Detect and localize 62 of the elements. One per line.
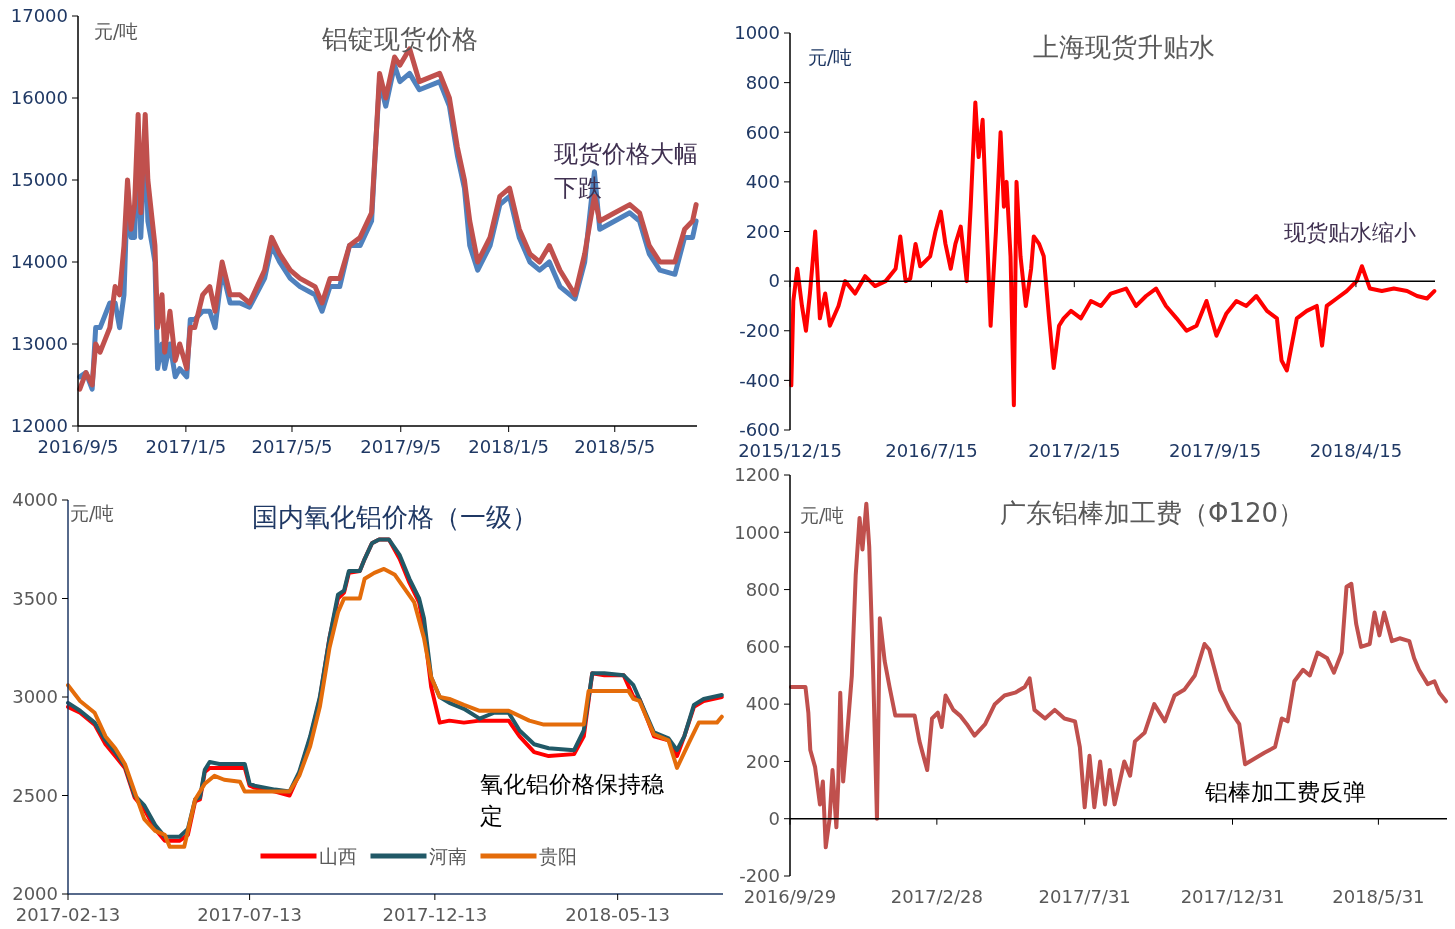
legend-label: 河南 [428, 845, 467, 867]
y-tick-label: 600 [745, 121, 780, 143]
chart-title: 铝锭现货价格 [321, 24, 478, 54]
y-tick-label: 200 [745, 750, 780, 772]
legend-label: 山西 [318, 845, 357, 867]
y-tick-label: -400 [739, 369, 780, 391]
x-tick-label: 2017/2/28 [890, 886, 984, 907]
x-tick-label: 2017/5/5 [251, 436, 333, 457]
y-tick-label: 200 [745, 220, 780, 242]
y-axis-title: 元/吨 [808, 46, 853, 68]
y-tick-label: -200 [739, 320, 780, 342]
x-tick-label: 2017/7/31 [1038, 886, 1131, 907]
x-tick-label: 2017/9/5 [360, 436, 442, 457]
chart-title: 上海现货升贴水 [1033, 32, 1215, 62]
y-tick-label: 2500 [12, 784, 58, 806]
chart-title: 国内氧化铝价格（一级） [252, 502, 538, 532]
x-tick-label: 2017/1/5 [145, 436, 227, 457]
y-tick-label: 0 [768, 270, 780, 292]
y-tick-label: 600 [745, 636, 780, 658]
x-tick-label: 2016/7/15 [885, 440, 978, 461]
x-tick-label: 2017-07-13 [197, 904, 302, 925]
x-tick-label: 2017-02-13 [15, 904, 121, 925]
y-tick-label: 2000 [12, 883, 58, 905]
y-tick-label: 400 [745, 693, 780, 715]
y-tick-label: 0 [768, 808, 780, 830]
y-tick-label: 1200 [734, 464, 780, 486]
x-tick-label: 2018/5/31 [1332, 886, 1425, 907]
y-tick-label: 3500 [12, 587, 58, 609]
annotation: 现货贴水缩小 [1284, 220, 1416, 245]
y-tick-label: 3000 [12, 686, 58, 708]
y-tick-label: 14000 [10, 251, 68, 273]
y-tick-label: 1000 [734, 521, 780, 543]
y-tick-label: 800 [745, 71, 780, 93]
x-tick-label: 2018/4/15 [1309, 440, 1403, 461]
y-tick-label: 400 [745, 171, 780, 193]
text: 广东铝棒加工费（Φ120） [999, 498, 1305, 528]
y-tick-label: 12000 [10, 415, 68, 437]
x-tick-label: 2015/12/15 [738, 440, 842, 461]
x-tick-label: 2018/1/5 [468, 436, 550, 457]
y-tick-label: 4000 [12, 489, 58, 511]
y-axis-title: 元/吨 [70, 502, 115, 524]
x-tick-label: 2017-12-13 [382, 904, 488, 925]
x-tick-label: 2018/5/5 [574, 436, 656, 457]
x-tick-label: 2017/9/15 [1168, 440, 1262, 461]
y-tick-label: 17000 [10, 5, 68, 27]
y-axis-title: 元/吨 [94, 20, 139, 42]
y-tick-label: 16000 [10, 87, 68, 109]
y-tick-label: 1000 [734, 22, 780, 44]
y-tick-label: -200 [739, 865, 780, 887]
x-tick-label: 2017/2/15 [1028, 440, 1121, 461]
y-axis-title: 元/吨 [800, 504, 845, 526]
annotation: 氧化铝价格保持稳定 [480, 771, 664, 830]
x-tick-label: 2017/12/31 [1180, 886, 1285, 907]
y-tick-label: -600 [739, 419, 780, 441]
y-tick-label: 13000 [10, 333, 68, 355]
annotation: 铝棒加工费反弹 [1204, 779, 1366, 805]
x-tick-label: 2016/9/29 [743, 886, 837, 907]
y-tick-label: 15000 [10, 169, 68, 191]
x-tick-label: 2016/9/5 [37, 436, 119, 457]
legend-label: 贵阳 [538, 845, 577, 867]
y-tick-label: 800 [745, 578, 780, 600]
x-tick-label: 2018-05-13 [565, 904, 670, 925]
